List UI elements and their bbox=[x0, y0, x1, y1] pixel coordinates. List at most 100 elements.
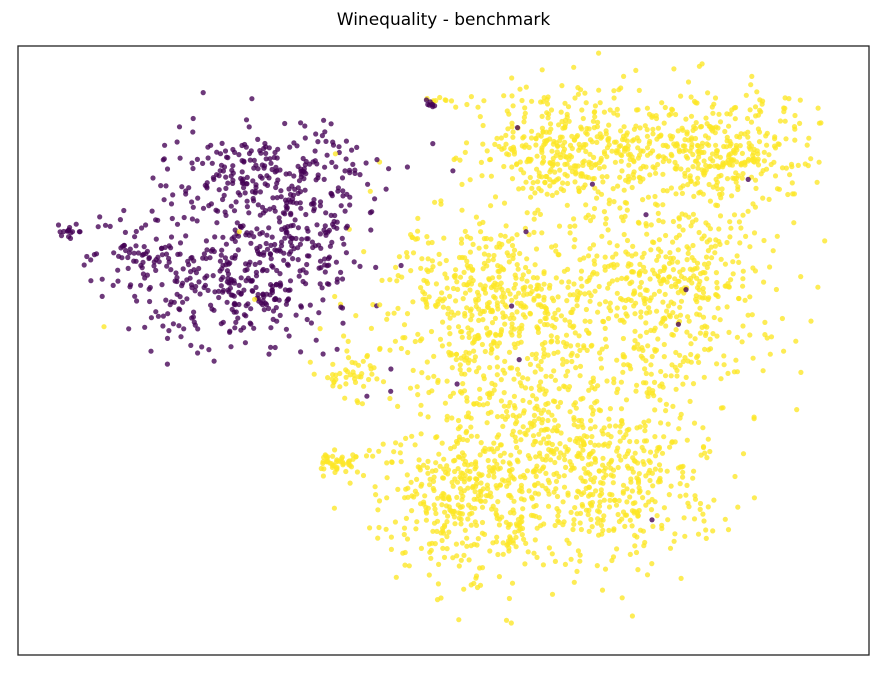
scatter-point-series-1 bbox=[686, 137, 692, 143]
scatter-point-series-0 bbox=[313, 131, 319, 137]
scatter-point-series-1 bbox=[460, 493, 466, 499]
scatter-point-series-1 bbox=[797, 97, 803, 103]
scatter-point-series-1 bbox=[583, 306, 590, 313]
scatter-point-series-1 bbox=[692, 336, 698, 342]
scatter-point-series-1 bbox=[480, 317, 486, 323]
scatter-point-series-1 bbox=[546, 129, 553, 135]
scatter-point-series-1 bbox=[596, 283, 602, 290]
scatter-point-series-1 bbox=[608, 262, 614, 268]
scatter-point-series-0 bbox=[212, 234, 218, 240]
scatter-point-series-1 bbox=[641, 298, 647, 304]
scatter-point-series-1 bbox=[483, 244, 489, 250]
scatter-point-series-1 bbox=[733, 170, 739, 176]
scatter-point-series-1 bbox=[532, 369, 538, 375]
scatter-point-series-1 bbox=[761, 149, 767, 155]
scatter-point-series-1 bbox=[587, 298, 593, 304]
scatter-point-series-1 bbox=[619, 417, 625, 424]
scatter-point-series-1 bbox=[690, 242, 696, 249]
scatter-point-series-1 bbox=[588, 516, 594, 523]
scatter-point-series-0 bbox=[307, 302, 313, 308]
scatter-point-series-1 bbox=[502, 321, 508, 327]
scatter-point-series-1 bbox=[509, 236, 515, 242]
scatter-point-series-1 bbox=[597, 350, 603, 356]
scatter-point-series-1 bbox=[520, 272, 526, 278]
scatter-point-series-1 bbox=[691, 468, 697, 474]
scatter-point-series-1 bbox=[696, 287, 702, 293]
scatter-point-series-1 bbox=[486, 473, 492, 479]
scatter-point-series-1 bbox=[677, 481, 683, 487]
scatter-point-series-1 bbox=[568, 154, 575, 160]
scatter-point-series-1 bbox=[497, 453, 503, 459]
scatter-point-series-1 bbox=[462, 527, 468, 533]
scatter-point-series-1 bbox=[503, 141, 509, 147]
scatter-point-series-1 bbox=[433, 460, 439, 466]
scatter-point-series-1 bbox=[479, 530, 485, 536]
scatter-point-series-1 bbox=[733, 357, 739, 363]
scatter-point-series-1 bbox=[613, 251, 619, 257]
scatter-point-series-1 bbox=[605, 285, 611, 291]
scatter-point-series-1 bbox=[383, 526, 389, 532]
scatter-point-series-1 bbox=[624, 463, 631, 469]
scatter-point-series-0 bbox=[200, 205, 207, 211]
scatter-point-series-1 bbox=[462, 472, 468, 479]
scatter-point-series-1 bbox=[353, 454, 359, 460]
scatter-point-series-1 bbox=[652, 466, 659, 472]
scatter-point-series-0 bbox=[181, 214, 187, 221]
scatter-point-series-1 bbox=[679, 288, 685, 294]
scatter-point-series-1 bbox=[236, 229, 242, 235]
scatter-point-series-1 bbox=[444, 546, 450, 552]
scatter-point-series-1 bbox=[677, 362, 683, 368]
scatter-point-series-0 bbox=[220, 287, 227, 293]
scatter-point-series-1 bbox=[637, 424, 643, 430]
scatter-point-series-1 bbox=[611, 199, 617, 205]
scatter-point-series-1 bbox=[626, 261, 632, 267]
scatter-point-series-1 bbox=[494, 364, 500, 370]
scatter-point-series-0 bbox=[165, 311, 171, 317]
scatter-point-series-1 bbox=[663, 401, 670, 407]
scatter-point-series-1 bbox=[697, 500, 704, 507]
scatter-point-series-1 bbox=[655, 246, 662, 252]
scatter-point-series-0 bbox=[227, 260, 233, 266]
scatter-point-series-1 bbox=[732, 150, 738, 156]
scatter-point-series-1 bbox=[670, 310, 676, 316]
scatter-point-series-1 bbox=[510, 474, 516, 481]
scatter-point-series-1 bbox=[496, 340, 502, 346]
scatter-point-series-1 bbox=[678, 298, 685, 304]
scatter-point-series-0 bbox=[290, 222, 296, 228]
scatter-point-series-1 bbox=[404, 472, 410, 478]
scatter-point-series-1 bbox=[592, 114, 598, 120]
scatter-point-series-0 bbox=[318, 265, 324, 271]
scatter-point-series-1 bbox=[506, 468, 512, 474]
scatter-point-series-1 bbox=[676, 147, 682, 153]
scatter-point-series-1 bbox=[435, 581, 441, 587]
scatter-point-series-1 bbox=[595, 383, 601, 389]
scatter-point-series-1 bbox=[705, 436, 711, 442]
scatter-point-series-0 bbox=[374, 157, 380, 163]
scatter-point-series-0 bbox=[211, 358, 217, 364]
scatter-point-series-1 bbox=[646, 305, 652, 311]
scatter-point-series-1 bbox=[527, 310, 533, 316]
scatter-point-series-0 bbox=[132, 293, 138, 299]
scatter-point-series-1 bbox=[573, 171, 579, 177]
scatter-point-series-1 bbox=[466, 334, 472, 340]
scatter-point-series-1 bbox=[595, 508, 601, 514]
scatter-point-series-1 bbox=[599, 346, 605, 352]
scatter-point-series-1 bbox=[330, 383, 336, 389]
scatter-point-series-1 bbox=[637, 175, 643, 181]
scatter-point-series-0 bbox=[357, 172, 363, 178]
scatter-point-series-1 bbox=[725, 284, 732, 290]
scatter-point-series-1 bbox=[527, 399, 533, 405]
scatter-point-series-1 bbox=[445, 305, 451, 311]
scatter-point-series-0 bbox=[343, 156, 349, 162]
scatter-point-series-1 bbox=[618, 406, 625, 412]
scatter-point-series-0 bbox=[324, 152, 330, 158]
scatter-point-series-1 bbox=[532, 537, 538, 543]
scatter-point-series-1 bbox=[334, 464, 340, 471]
scatter-point-series-1 bbox=[415, 215, 421, 221]
scatter-point-series-1 bbox=[613, 139, 619, 145]
scatter-point-series-1 bbox=[596, 50, 602, 56]
scatter-point-series-1 bbox=[669, 107, 676, 113]
scatter-point-series-1 bbox=[426, 294, 432, 300]
scatter-point-series-1 bbox=[412, 488, 418, 494]
scatter-point-series-0 bbox=[196, 279, 202, 285]
